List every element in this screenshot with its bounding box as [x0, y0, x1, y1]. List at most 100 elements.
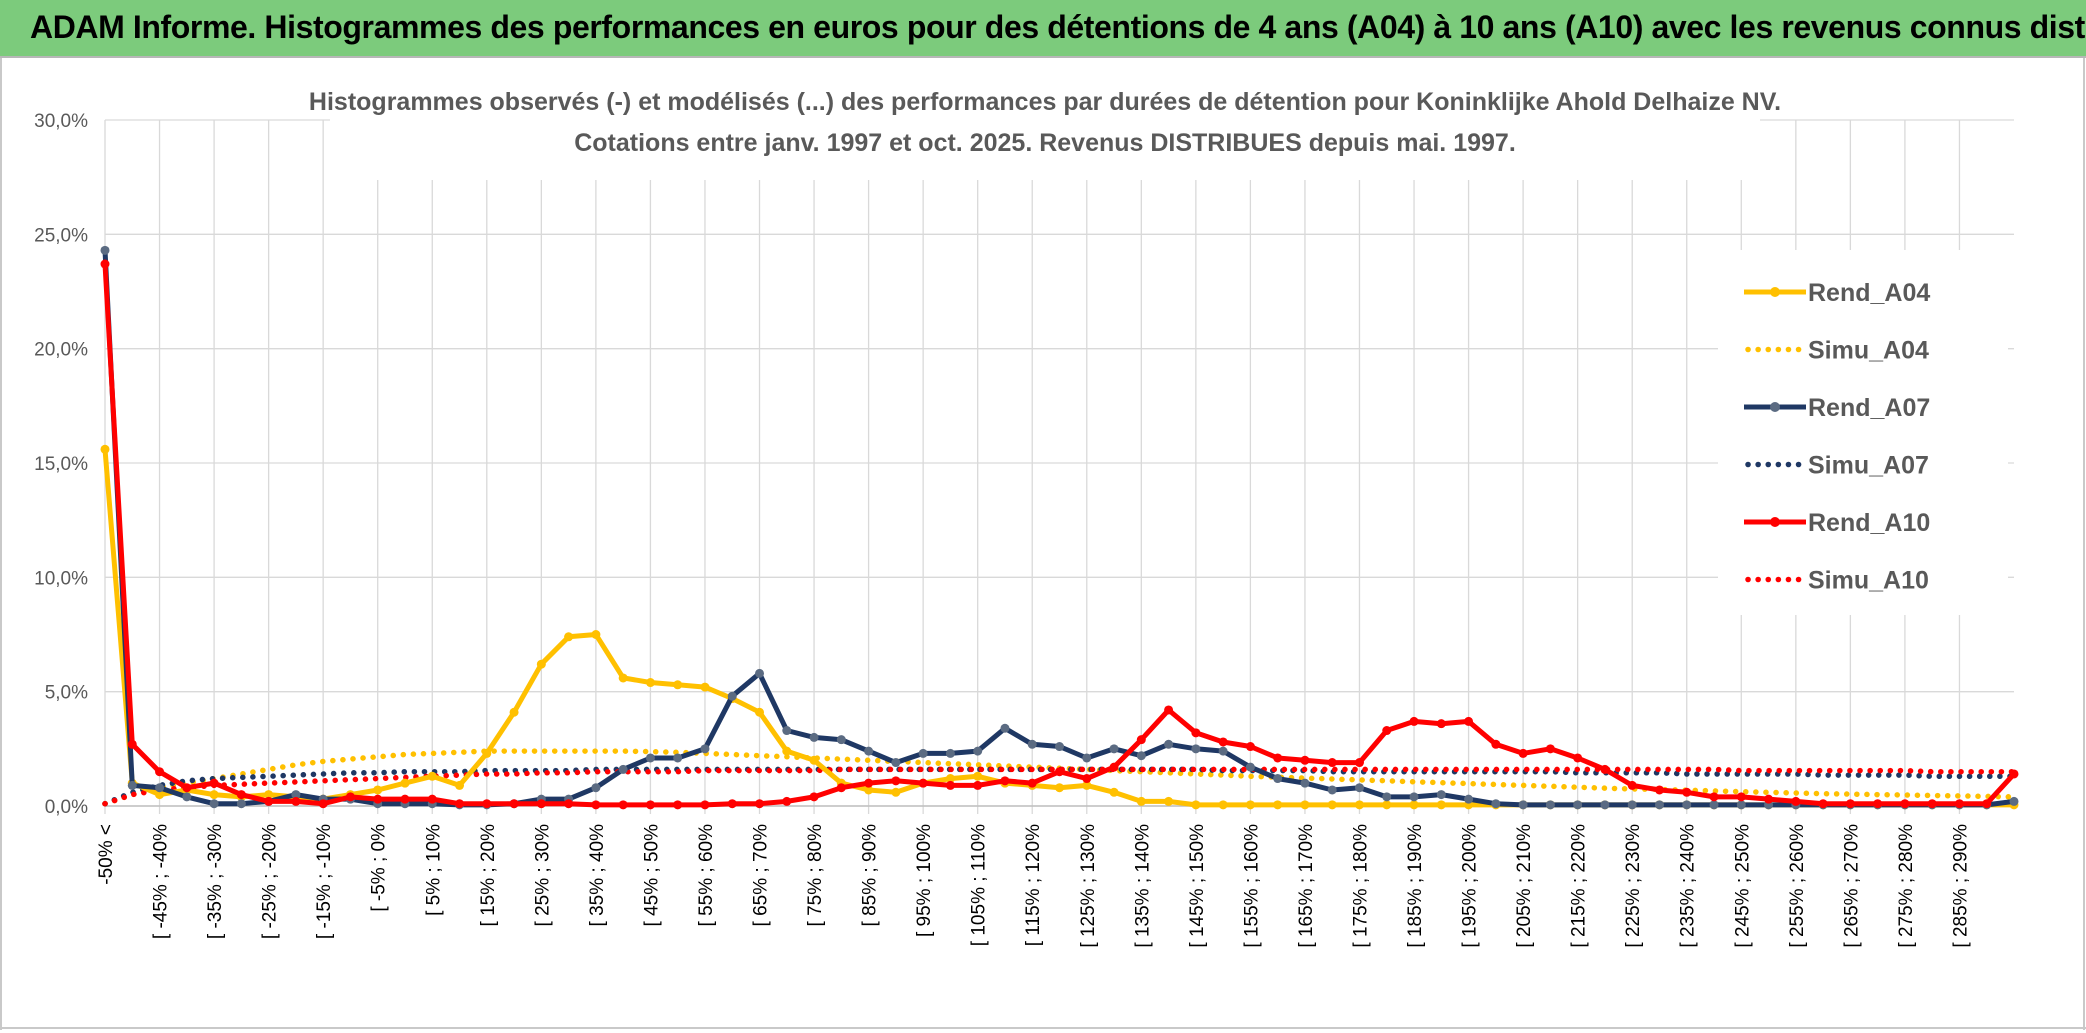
- x-axis-ticks: -50% < [ -45% ; -40% [ -35% ; -30% [ -25% ;…: [96, 824, 1971, 948]
- x-tick-label: [ 165% ; 170%: [1296, 824, 1317, 948]
- data-point: [645, 753, 655, 763]
- data-point: [618, 673, 628, 683]
- data-point: [1982, 799, 1992, 809]
- data-point: [509, 799, 519, 809]
- x-tick-label: [ -15% ; -10%: [314, 824, 335, 939]
- x-tick-label: [ -45% ; -40%: [151, 824, 172, 939]
- data-point: [1273, 753, 1283, 763]
- x-tick-label: [ 135% ; 140%: [1132, 824, 1153, 948]
- data-point: [1409, 792, 1419, 802]
- legend-label: Rend_A07: [1808, 394, 1930, 422]
- data-point: [945, 774, 955, 784]
- data-point: [836, 783, 846, 793]
- data-point: [236, 790, 246, 800]
- data-point: [1245, 762, 1255, 772]
- x-tick-label: [ 105% ; 110%: [969, 824, 990, 946]
- x-tick-label: [ -5% ; 0%: [369, 824, 390, 912]
- frame-bottom: [0, 1027, 2086, 1029]
- data-point: [1273, 800, 1283, 810]
- x-tick-label: [ 125% ; 130%: [1078, 824, 1099, 948]
- chart-title-line1: Histogrammes observés (-) et modélisés (…: [309, 88, 1781, 116]
- data-point: [891, 758, 901, 768]
- data-point: [1436, 790, 1446, 800]
- data-point: [209, 790, 219, 800]
- legend: Rend_A04 Simu_A04 Rend_A07 Simu_A07 Rend_A10…: [1718, 250, 2008, 615]
- data-point: [1709, 792, 1719, 802]
- data-point: [1464, 794, 1474, 804]
- data-point: [809, 732, 819, 742]
- y-tick-label: 0,0%: [45, 797, 88, 818]
- data-point: [891, 776, 901, 786]
- frame-left: [0, 58, 2, 1030]
- data-point: [1436, 719, 1446, 729]
- x-tick-label: [ 185% ; 190%: [1405, 824, 1426, 948]
- data-point: [1191, 744, 1201, 754]
- data-point: [400, 778, 410, 788]
- legend-label: Simu_A10: [1808, 567, 1929, 595]
- data-point: [945, 780, 955, 790]
- x-tick-label: [ -25% ; -20%: [260, 824, 281, 939]
- data-point: [1464, 716, 1474, 726]
- data-point: [1409, 800, 1419, 810]
- data-point: [1709, 800, 1719, 810]
- x-tick-label: [ 75% ; 80%: [805, 824, 826, 927]
- histogram-chart: 0,0% 5,0% 10,0% 15,0% 20,0% 25,0% 30,0% -50% <…: [34, 76, 2019, 948]
- data-point: [1273, 774, 1283, 784]
- data-point: [1354, 800, 1364, 810]
- data-point: [973, 746, 983, 756]
- legend-item-Rend_A10: Rend_A10: [1744, 509, 1930, 537]
- data-point: [1354, 783, 1364, 793]
- x-tick-label: [ 85% ; 90%: [860, 824, 881, 927]
- legend-label: Rend_A10: [1808, 509, 1930, 537]
- data-point: [155, 783, 165, 793]
- data-point: [536, 799, 546, 809]
- x-tick-label: [ 225% ; 230%: [1623, 824, 1644, 948]
- data-point: [482, 799, 492, 809]
- data-point: [1818, 799, 1828, 809]
- x-tick-label: [ 115% ; 120%: [1023, 824, 1044, 946]
- data-point: [1545, 800, 1555, 810]
- data-point: [782, 726, 792, 736]
- data-point: [864, 785, 874, 795]
- data-point: [100, 245, 110, 255]
- data-point: [1491, 739, 1501, 749]
- legend-item-Simu_A07: Simu_A07: [1745, 452, 1929, 480]
- data-point: [673, 800, 683, 810]
- data-point: [1354, 758, 1364, 768]
- data-point: [891, 787, 901, 797]
- y-tick-label: 15,0%: [34, 454, 88, 475]
- data-point: [591, 630, 601, 639]
- data-point: [1027, 739, 1037, 749]
- data-point: [645, 678, 655, 688]
- data-point: [1136, 796, 1146, 806]
- data-point: [1164, 739, 1174, 749]
- data-point: [782, 796, 792, 806]
- series-Rend_A10: [100, 259, 2019, 810]
- y-tick-label: 10,0%: [34, 568, 88, 589]
- x-tick-label: [ 55% ; 60%: [696, 824, 717, 927]
- data-point: [809, 755, 819, 765]
- x-tick-label: [ 265% ; 270%: [1841, 824, 1862, 948]
- x-tick-label: [ 275% ; 280%: [1896, 824, 1917, 948]
- title-background: [330, 76, 1760, 180]
- data-point: [264, 790, 274, 800]
- data-point: [755, 799, 765, 809]
- data-point: [1327, 800, 1337, 810]
- data-point: [1409, 716, 1419, 726]
- data-point: [1682, 800, 1692, 810]
- data-point: [727, 799, 737, 809]
- data-point: [1627, 780, 1637, 790]
- data-point: [1573, 753, 1583, 763]
- data-point: [1218, 746, 1228, 756]
- legend-marker: [1770, 287, 1780, 297]
- data-point: [1491, 799, 1501, 809]
- data-point: [100, 259, 110, 269]
- data-point: [1627, 800, 1637, 810]
- x-tick-label: [ 255% ; 260%: [1787, 824, 1808, 948]
- x-tick-label: [ 65% ; 70%: [751, 824, 772, 927]
- data-point: [864, 746, 874, 756]
- data-point: [155, 767, 165, 777]
- data-point: [1382, 726, 1392, 736]
- data-point: [973, 771, 983, 781]
- series: [100, 245, 2019, 810]
